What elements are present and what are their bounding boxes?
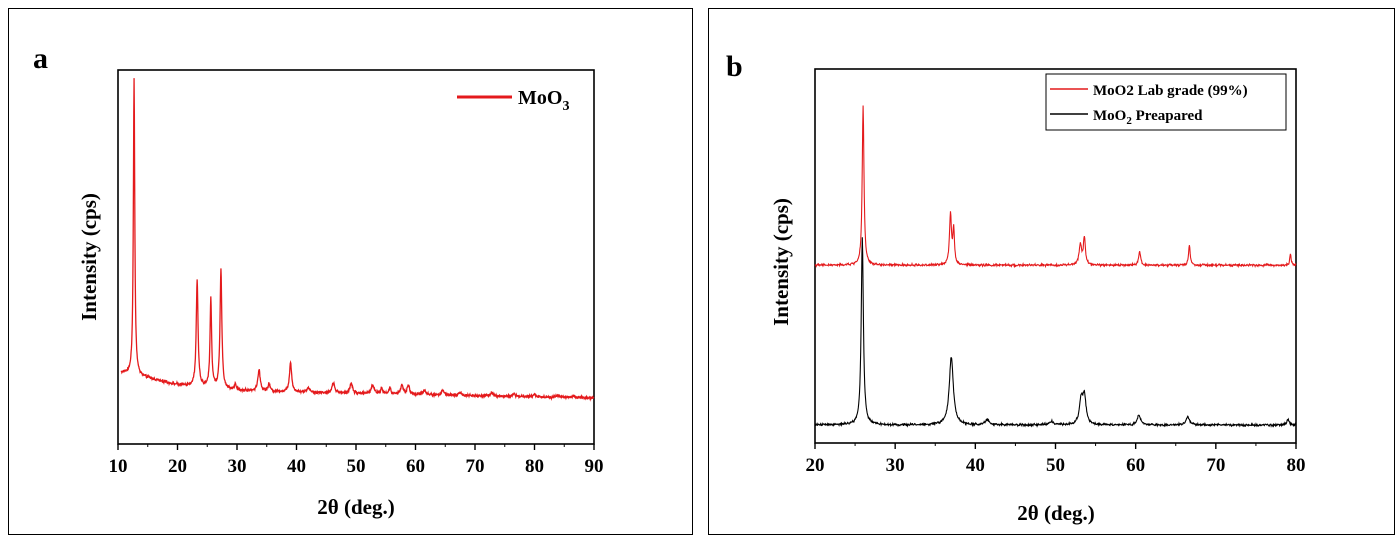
x-tick-label: 70 (466, 456, 485, 477)
panel-a-frame (8, 8, 693, 535)
x-tick-label: 40 (966, 455, 985, 476)
panel-a-y-axis-label: Intensity (cps) (77, 193, 101, 321)
x-tick-label: 20 (806, 455, 825, 476)
x-tick-label: 40 (287, 456, 306, 477)
x-tick-label: 10 (109, 456, 128, 477)
panel-a-legend: MoO3 (457, 87, 569, 114)
x-tick-label: 30 (228, 456, 247, 477)
panel-b-x-axis-label: 2θ (deg.) (1017, 501, 1094, 525)
x-tick-label: 90 (585, 456, 604, 477)
panel-a-plot-area (117, 69, 595, 445)
panel-b-letter: b (726, 50, 743, 83)
panel-b-legend-label-prepared: MoO2 Preapared (1093, 108, 1203, 127)
x-tick-label: 80 (525, 456, 544, 477)
panel-a-series-moo3-line (120, 78, 595, 402)
panel-b-y-axis-label: Intensity (cps) (769, 198, 793, 326)
panel-b-series-lab-grade-line (814, 105, 1297, 269)
panel-b: b 20 30 40 50 60 70 80 MoO2 Lab grade (99%) Mo… (726, 50, 1306, 525)
x-tick-label: 30 (886, 455, 905, 476)
panel-a-letter: a (33, 42, 48, 75)
panel-a: a 10 20 30 40 50 60 70 80 90 MoO3 2θ (deg.) Inte… (33, 42, 604, 519)
panel-a-x-axis-label: 2θ (deg.) (317, 495, 394, 519)
x-tick-label: 60 (406, 456, 425, 477)
x-tick-label: 60 (1126, 455, 1145, 476)
x-tick-label: 50 (1046, 455, 1065, 476)
panel-b-series-prepared-line (814, 237, 1297, 428)
x-tick-label: 50 (347, 456, 366, 477)
x-tick-label: 70 (1206, 455, 1225, 476)
panel-a-x-ticks: 10 20 30 40 50 60 70 80 90 (109, 444, 604, 477)
panel-b-legend: MoO2 Lab grade (99%) MoO2 Preapared (1045, 73, 1287, 131)
x-tick-label: 80 (1287, 455, 1306, 476)
x-tick-label: 20 (168, 456, 187, 477)
panel-a-legend-label: MoO3 (518, 87, 569, 114)
panel-b-legend-box (1045, 73, 1287, 131)
panel-b-legend-label-lab-grade: MoO2 Lab grade (99%) (1093, 83, 1248, 99)
panel-b-x-ticks: 20 30 40 50 60 70 80 (806, 443, 1306, 476)
